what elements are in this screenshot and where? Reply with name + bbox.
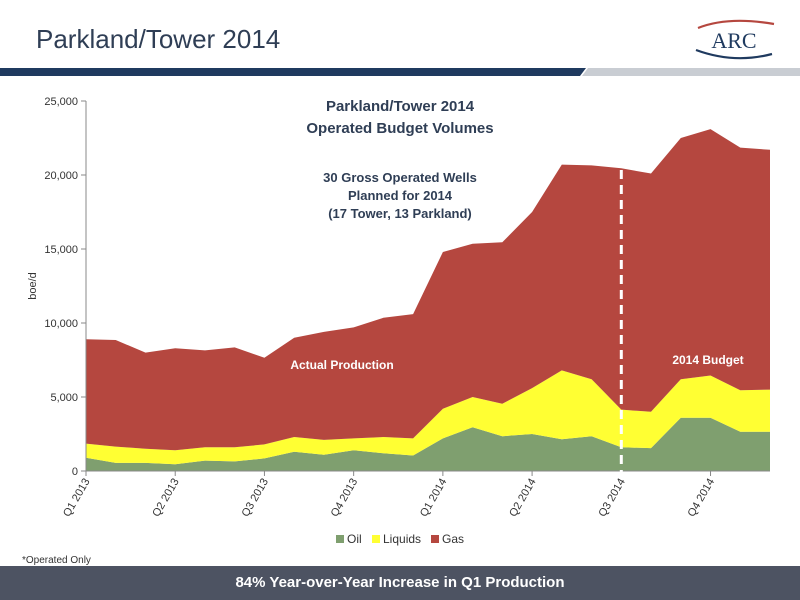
footnote: *Operated Only [22,555,91,566]
x-tick-label: Q4 2013 [329,477,360,520]
title-bar-navy [0,68,586,76]
chart-subtitle-line-2: Planned for 2014 [348,188,453,203]
chart-title-line-2: Operated Budget Volumes [306,120,493,137]
legend-swatch-oil [336,535,344,543]
area-liquids [86,370,770,465]
plot-area: 0 5,000 10,000 15,000 20,000 25,000 Q1 2013 Q2 … [44,96,770,519]
x-tick-label: Q3 2014 [596,477,627,520]
y-axis-label: boe/d [27,272,39,300]
y-tick-label: 20,000 [44,170,78,182]
area-gas [86,129,770,451]
y-tick-label: 0 [72,466,78,478]
legend: Oil Liquids Gas [336,532,464,546]
legend-label-oil: Oil [347,532,362,546]
chart-subtitle-line-1: 30 Gross Operated Wells [323,170,477,185]
x-tick-label: Q3 2013 [240,477,271,520]
y-tick-label: 25,000 [44,96,78,108]
x-tick-label: Q2 2013 [150,477,181,520]
chart: 0 5,000 10,000 15,000 20,000 25,000 Q1 2013 Q2 … [0,68,800,546]
legend-label-gas: Gas [442,532,464,546]
chart-subtitle-line-3: (17 Tower, 13 Parkland) [328,206,472,221]
legend-swatch-liquids [372,535,380,543]
y-tick-label: 10,000 [44,318,78,330]
slide-title: Parkland/Tower 2014 [36,24,281,54]
legend-swatch-gas [431,535,439,543]
x-tick-label: Q4 2014 [686,477,717,520]
x-tick-label: Q1 2014 [418,477,449,520]
legend-label-liquids: Liquids [383,532,421,546]
logo-swoosh-top [697,19,775,30]
footer-text: 84% Year-over-Year Increase in Q1 Produc… [235,574,565,591]
logo-swoosh-bottom [695,48,773,60]
logo-text: ARC [711,28,756,53]
title-bar-gray [582,68,800,76]
area-oil [86,417,770,471]
footer-bar: 84% Year-over-Year Increase in Q1 Produc… [0,566,800,600]
chart-title-line-1: Parkland/Tower 2014 [326,98,475,115]
arc-logo: ARC [695,19,775,60]
y-tick-label: 5,000 [50,392,78,404]
annotation-actual-production: Actual Production [290,358,393,372]
x-tick-label: Q2 2014 [507,477,538,520]
x-tick-label: Q1 2013 [61,477,92,520]
annotation-2014-budget: 2014 Budget [672,353,743,367]
y-tick-label: 15,000 [44,244,78,256]
